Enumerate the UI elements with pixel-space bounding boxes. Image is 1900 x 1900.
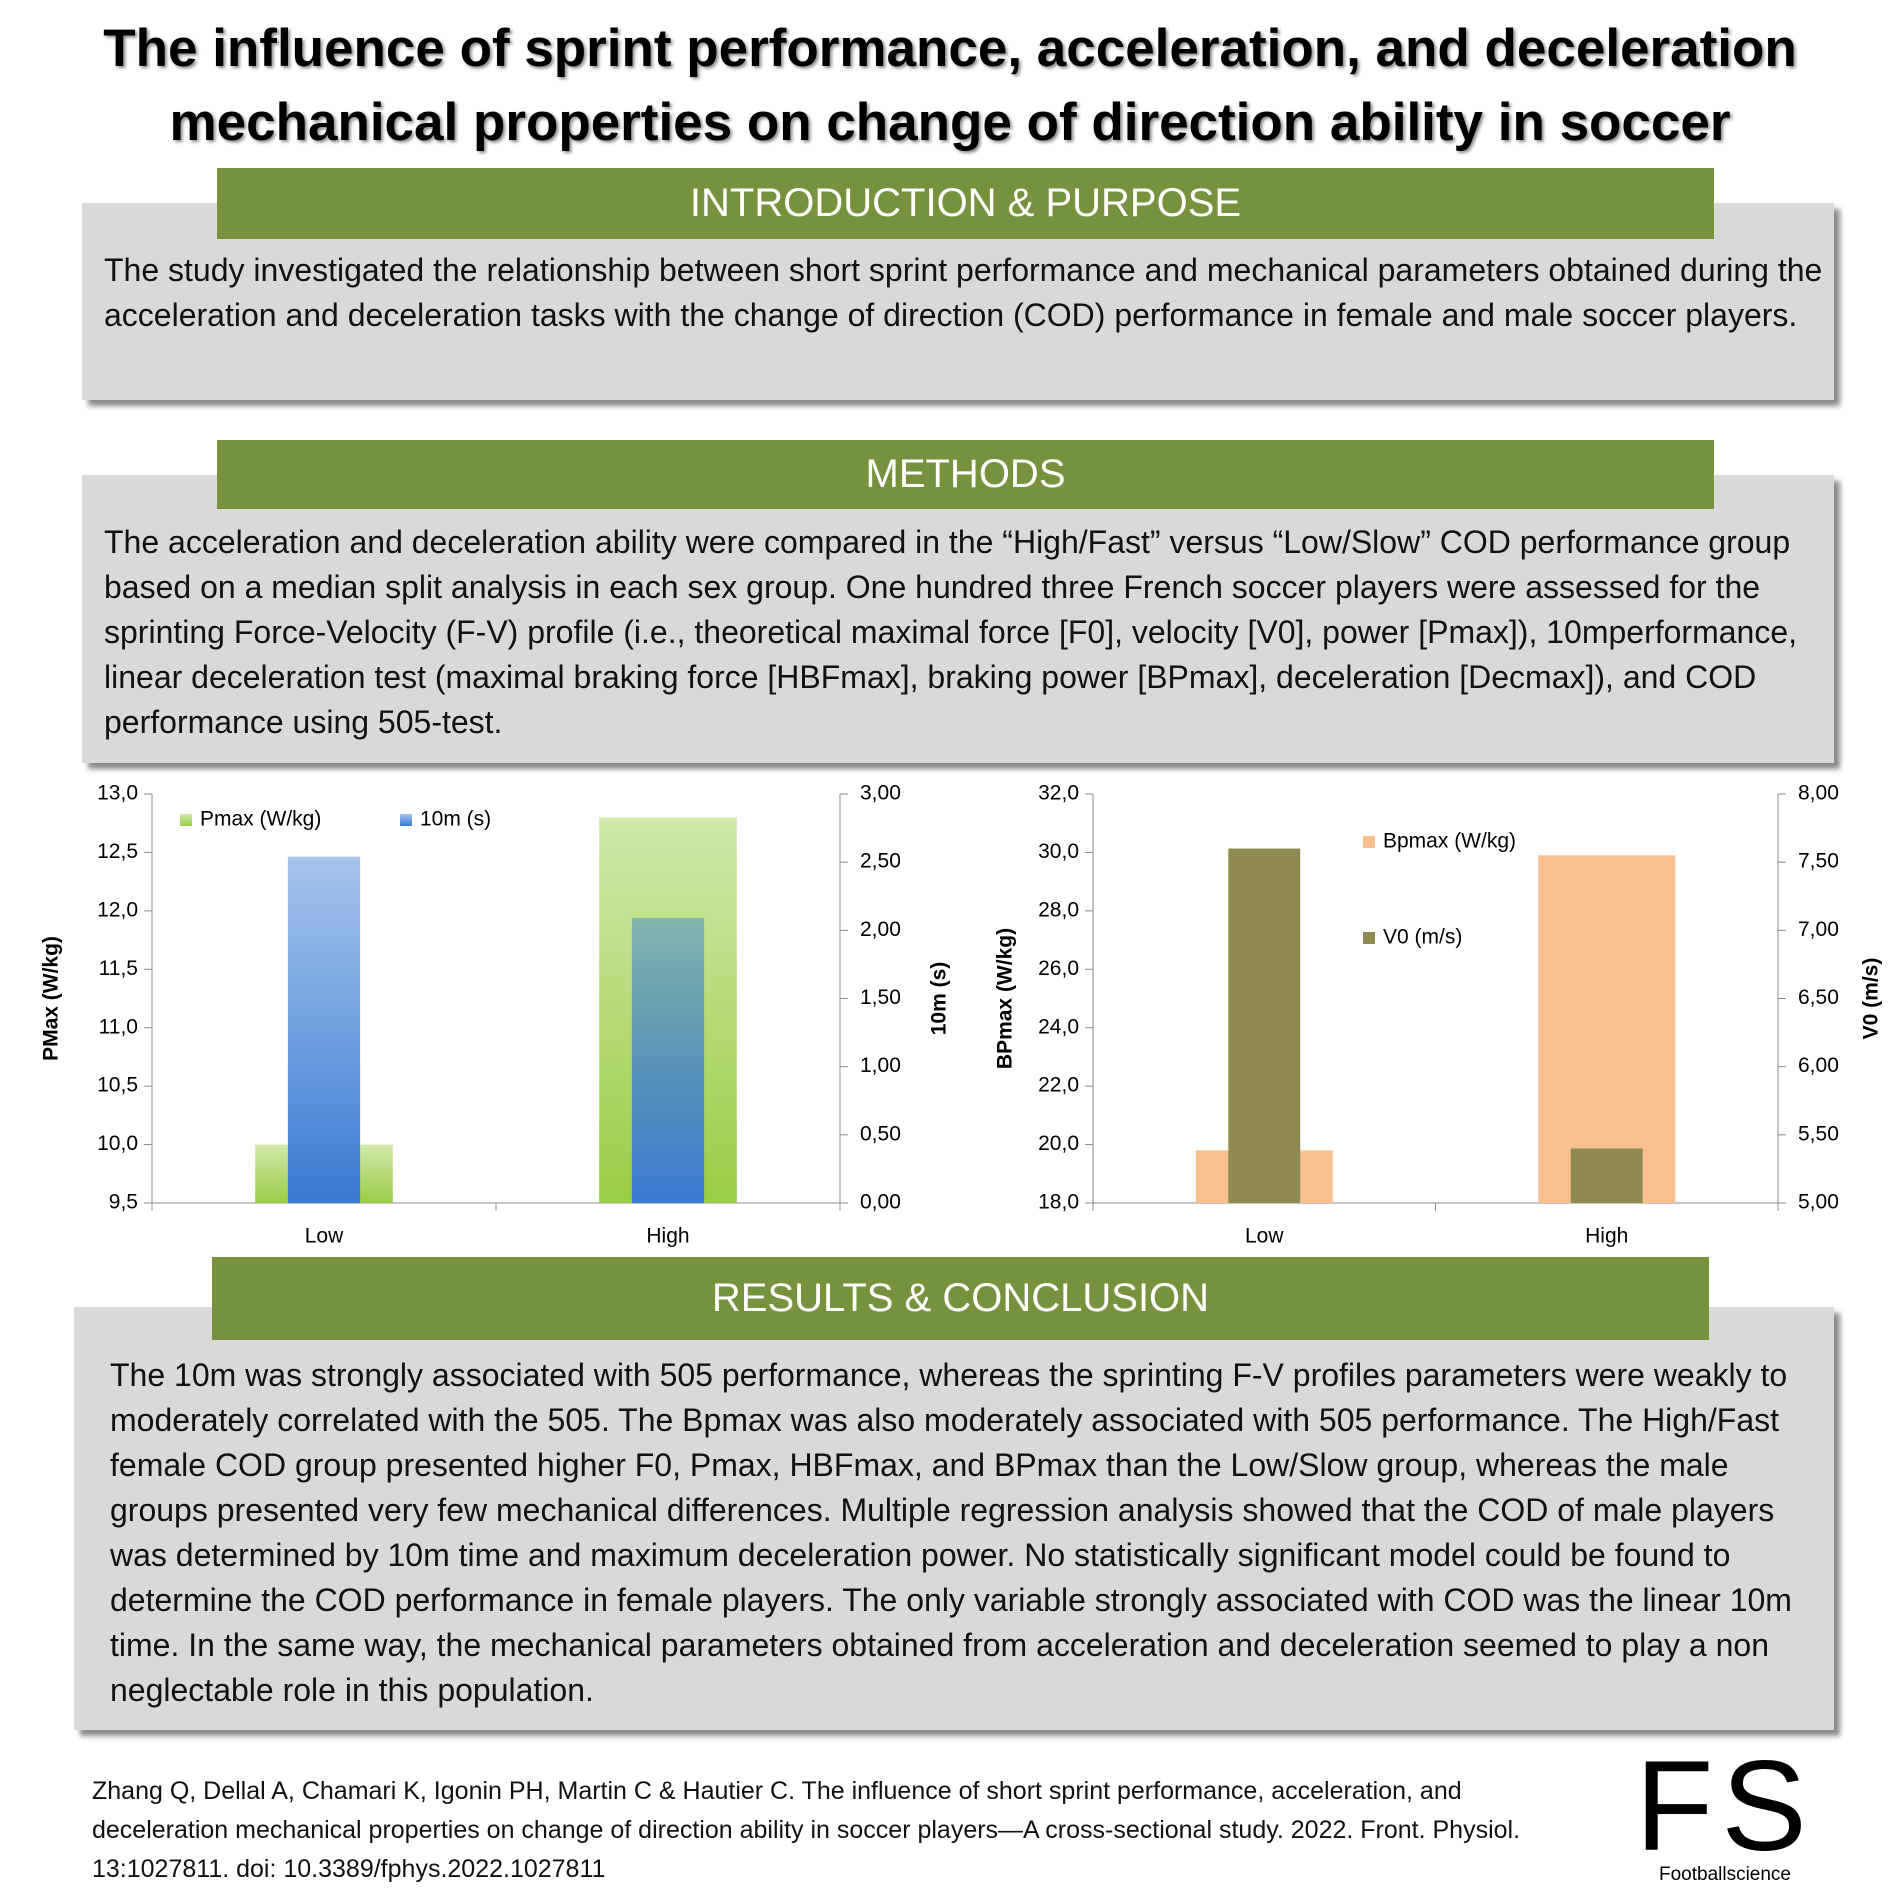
y-tick-label: 10,5	[97, 1074, 138, 1097]
y2-tick-label: 6,00	[1798, 1054, 1839, 1077]
page-title: The influence of sprint performance, acc…	[103, 19, 1797, 152]
y-axis-title: BPmax (W/kg)	[994, 928, 1017, 1069]
y-tick-label: 32,0	[1038, 782, 1079, 805]
logo-name: Footballscience	[1658, 1864, 1792, 1885]
y-tick-label: 12,0	[97, 898, 138, 921]
charts: 9,5 10,0 10,5 11,0 11,5 12,0 12,5 13,0 0,00 0,50 1…	[40, 782, 1883, 1248]
section-text: The acceleration and deceleration abilit…	[104, 524, 1798, 740]
y-tick-label: 30,0	[1038, 840, 1079, 863]
bar	[1570, 1148, 1643, 1203]
logo-mark: FS	[1635, 1735, 1815, 1878]
x-tick-label: High	[646, 1225, 689, 1248]
y-tick-label: 28,0	[1038, 898, 1079, 921]
y-tick-label: 20,0	[1038, 1132, 1079, 1155]
y2-tick-label: 7,50	[1798, 850, 1839, 873]
y-tick-label: 24,0	[1038, 1015, 1079, 1038]
y-tick-label: 10,0	[97, 1132, 138, 1155]
section-box	[74, 1307, 1834, 1730]
legend-swatch	[400, 814, 412, 826]
y2-tick-label: 7,00	[1798, 918, 1839, 941]
y2-axis-title: V0 (m/s)	[1860, 958, 1883, 1040]
y2-tick-label: 6,50	[1798, 986, 1839, 1009]
legend-label: Pmax (W/kg)	[200, 808, 321, 831]
section-heading: METHODS	[217, 440, 1714, 509]
y2-tick-label: 0,00	[860, 1191, 901, 1214]
y-tick-label: 11,5	[99, 957, 138, 980]
y2-tick-label: 5,00	[1798, 1191, 1839, 1214]
legend-swatch	[1363, 932, 1375, 944]
y-tick-label: 26,0	[1038, 957, 1079, 980]
section-heading: INTRODUCTION & PURPOSE	[217, 168, 1714, 239]
y2-tick-label: 1,00	[860, 1054, 901, 1077]
y-tick-label: 11,0	[99, 1015, 138, 1038]
section-text: The 10m was strongly associated with 505…	[110, 1357, 1792, 1708]
y2-tick-label: 8,00	[1798, 782, 1839, 805]
legend-label: V0 (m/s)	[1383, 926, 1462, 949]
legend-swatch	[180, 814, 192, 826]
y-axis-title: PMax (W/kg)	[40, 936, 63, 1061]
section-box	[82, 475, 1834, 763]
legend-label: Bpmax (W/kg)	[1383, 830, 1516, 853]
bar	[1228, 848, 1301, 1203]
x-tick-label: Low	[1245, 1225, 1284, 1248]
y2-tick-label: 0,50	[860, 1122, 901, 1145]
legend-swatch	[1363, 836, 1375, 848]
y2-axis-title: 10m (s)	[928, 962, 951, 1036]
y2-tick-label: 2,50	[860, 850, 901, 873]
bar	[1538, 855, 1676, 1203]
y2-tick-label: 2,00	[860, 918, 901, 941]
x-tick-label: High	[1585, 1225, 1628, 1248]
legend-label: 10m (s)	[420, 808, 491, 831]
logo: FS Footballscience	[1615, 1735, 1835, 1886]
y2-tick-label: 5,50	[1798, 1122, 1839, 1145]
y-tick-label: 22,0	[1038, 1074, 1079, 1097]
bar	[631, 918, 705, 1203]
x-tick-label: Low	[305, 1225, 344, 1248]
y-tick-label: 13,0	[97, 782, 138, 805]
y2-tick-label: 3,00	[860, 782, 901, 805]
section-heading: RESULTS & CONCLUSION	[212, 1257, 1709, 1340]
bar	[287, 856, 361, 1203]
y2-tick-label: 1,50	[860, 986, 901, 1009]
citation: Zhang Q, Dellal A, Chamari K, Igonin PH,…	[92, 1777, 1521, 1883]
y-tick-label: 12,5	[97, 840, 138, 863]
y-tick-label: 9,5	[109, 1191, 138, 1214]
section-text: The study investigated the relationship …	[104, 252, 1823, 333]
y-tick-label: 18,0	[1038, 1191, 1079, 1214]
